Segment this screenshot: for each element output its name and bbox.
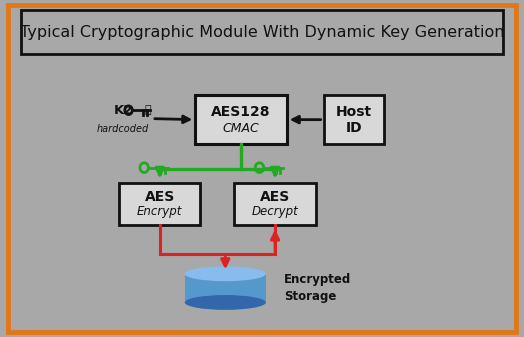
FancyBboxPatch shape [235, 183, 315, 225]
Text: Encrypted
Storage: Encrypted Storage [284, 273, 352, 303]
Text: AES128: AES128 [211, 105, 271, 119]
Text: CMAC: CMAC [223, 122, 259, 135]
Ellipse shape [184, 295, 266, 310]
FancyBboxPatch shape [119, 183, 200, 225]
FancyBboxPatch shape [195, 95, 287, 144]
Text: Decrypt: Decrypt [252, 205, 299, 218]
FancyBboxPatch shape [324, 95, 384, 144]
Text: AES: AES [260, 190, 290, 204]
Text: hardcoded: hardcoded [97, 124, 149, 134]
Text: AES: AES [145, 190, 175, 204]
Text: Encrypt: Encrypt [137, 205, 182, 218]
Text: Typical Cryptographic Module With Dynamic Key Generation: Typical Cryptographic Module With Dynami… [20, 25, 504, 39]
FancyBboxPatch shape [21, 10, 503, 54]
Ellipse shape [184, 266, 266, 281]
Text: Host: Host [336, 105, 372, 119]
Text: K2: K2 [114, 104, 133, 117]
FancyBboxPatch shape [184, 274, 266, 303]
Text: ID: ID [345, 121, 362, 135]
Text: 🗝: 🗝 [145, 105, 151, 115]
